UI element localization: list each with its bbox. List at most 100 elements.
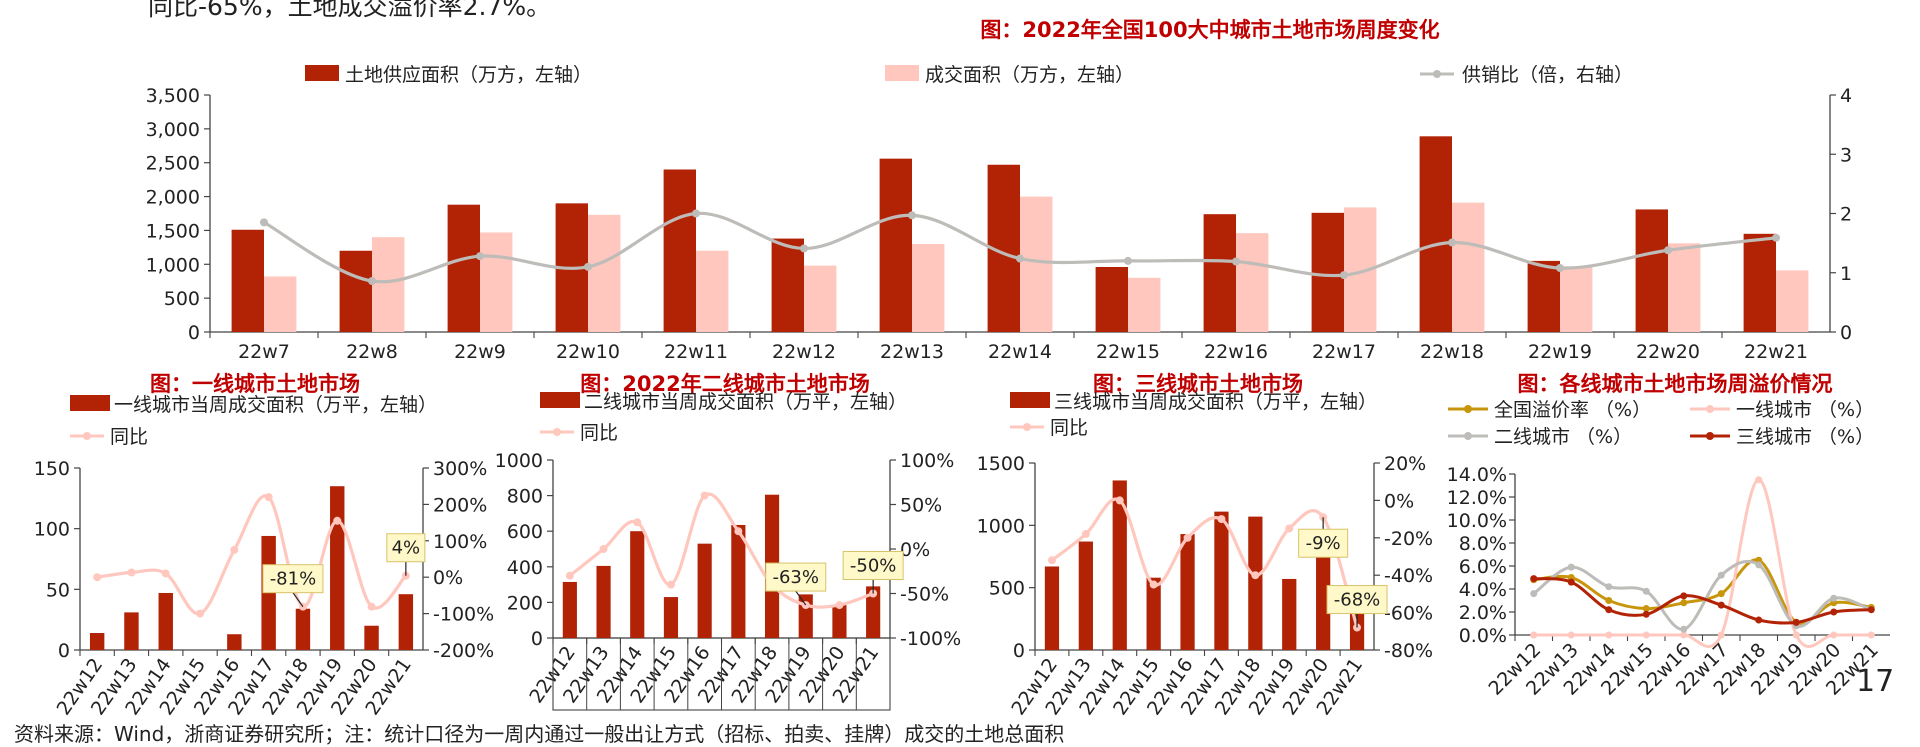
y-right-tick-label: 1 bbox=[1840, 263, 1852, 285]
line-point-22w19 bbox=[1556, 264, 1564, 273]
x-tick-label: 22w13 bbox=[880, 341, 944, 363]
y-left-tick-label: 200 bbox=[507, 592, 543, 614]
y-tick-label: 0.0% bbox=[1459, 625, 1507, 647]
y-right-tick-label: 0% bbox=[1384, 490, 1414, 512]
chart-main: 图：2022年全国100大中城市土地市场周度变化 0 500 1,000 1,500 2,… bbox=[146, 18, 1853, 363]
bar-22w7 bbox=[231, 229, 264, 332]
bar-22w21 bbox=[398, 594, 414, 650]
legend-bar-swatch bbox=[540, 392, 580, 408]
chart-tier1: 图：一线城市土地市场 0 50 100 150 -200% -100% 0% 100% 200% 3… bbox=[34, 372, 494, 719]
line-point-22w20 bbox=[1664, 246, 1672, 255]
line-point-22w15 bbox=[196, 609, 205, 618]
y-tick-label: 12.0% bbox=[1447, 487, 1507, 509]
line-point-22w15 bbox=[666, 580, 675, 589]
callout-leader bbox=[795, 590, 807, 606]
callout-box bbox=[1326, 585, 1388, 615]
line-point-22w18 bbox=[1755, 561, 1763, 569]
line-point-22w11 bbox=[692, 209, 700, 218]
page-number: 17 bbox=[1856, 664, 1895, 699]
chart-tier2: 图：2022年二线城市土地市场 0 200 400 600 800 1000 -100% -50… bbox=[495, 372, 961, 711]
line-point-22w19 bbox=[333, 516, 342, 525]
legend-label: 同比 bbox=[110, 426, 148, 448]
y-right-tick-label: -100% bbox=[900, 628, 961, 650]
bar-22w20 bbox=[832, 605, 847, 638]
chart-premium: 图：各线城市土地市场周溢价情况 0.0%2.0%4.0%6.0%8.0%10.0%… bbox=[1447, 372, 1890, 700]
line-point-22w12 bbox=[1530, 631, 1538, 639]
line-point-22w13 bbox=[1081, 530, 1090, 539]
line-point-22w17 bbox=[1217, 515, 1226, 524]
y-left-tick-label: 3,000 bbox=[146, 119, 200, 141]
y-left-tick-label: 150 bbox=[34, 458, 70, 480]
line-point-22w19 bbox=[1792, 618, 1800, 626]
x-tick-label: 22w19 bbox=[1528, 341, 1592, 363]
line-point-22w12 bbox=[93, 573, 102, 582]
y-left-tick-label: 1000 bbox=[977, 515, 1025, 537]
line-point-22w17 bbox=[1717, 601, 1725, 609]
y-left-tick-label: 0 bbox=[531, 628, 543, 650]
y-right-tick-label: 0 bbox=[1840, 322, 1852, 344]
line-point-22w20 bbox=[367, 602, 376, 611]
y-left-tick-label: 0 bbox=[1013, 640, 1025, 662]
line-point-22w19 bbox=[1285, 524, 1294, 533]
line-point-22w21 bbox=[1867, 606, 1875, 614]
line-point-22w18 bbox=[1251, 571, 1260, 580]
series-line bbox=[263, 211, 1777, 284]
legend-bar-swatch bbox=[305, 65, 339, 81]
y-left-tick-label: 800 bbox=[507, 486, 543, 508]
callout-label: -68% bbox=[1334, 590, 1381, 611]
bar-22w13 bbox=[879, 158, 912, 332]
line-point-22w20 bbox=[1830, 608, 1838, 616]
legend-bar-swatch bbox=[885, 65, 919, 81]
bar-22w13 bbox=[912, 243, 945, 332]
legend-label: 一线城市 （%） bbox=[1736, 399, 1874, 421]
y-right-tick-label: 2 bbox=[1840, 204, 1852, 226]
y-right-tick-label: 300% bbox=[433, 458, 487, 480]
bar-22w12 bbox=[562, 581, 577, 638]
chart-tier3: 图：三线城市土地市场 0 500 1000 1500 -80% -60% -40% -20% 0%… bbox=[977, 372, 1433, 719]
line-point-22w16 bbox=[230, 545, 239, 554]
x-tick-label: 22w10 bbox=[556, 341, 620, 363]
y-right-tick-label: 4 bbox=[1840, 85, 1852, 107]
legend-point-swatch bbox=[1023, 423, 1031, 431]
line-point-22w7 bbox=[260, 218, 268, 227]
bar-22w19 bbox=[1527, 260, 1560, 332]
line-point-22w15 bbox=[1642, 605, 1650, 613]
line-point-22w17 bbox=[264, 493, 273, 502]
legend-bar-swatch bbox=[70, 395, 110, 411]
y-right-tick-label: -50% bbox=[900, 584, 949, 606]
legend-label: 土地供应面积（万方，左轴） bbox=[345, 64, 592, 86]
line-point-22w14 bbox=[633, 518, 642, 527]
callout-label: 4% bbox=[392, 538, 421, 559]
line-point-22w15 bbox=[1149, 580, 1158, 589]
y-left-tick-label: 0 bbox=[188, 322, 200, 344]
y-left-tick-label: 1,500 bbox=[146, 220, 200, 242]
bar-22w15 bbox=[1095, 266, 1128, 332]
bar-22w15 bbox=[663, 597, 679, 638]
y-tick-label: 10.0% bbox=[1447, 510, 1507, 532]
bar-22w16 bbox=[1203, 214, 1236, 332]
x-tick-label: 22w20 bbox=[1636, 341, 1700, 363]
line-point-22w20 bbox=[835, 601, 844, 610]
line-point-22w12 bbox=[1047, 556, 1056, 565]
top-fragment: 同比-65%，土地成交溢价率2.7%。 bbox=[148, 0, 552, 21]
bar-22w12 bbox=[771, 238, 804, 332]
x-tick-label: 22w7 bbox=[238, 341, 290, 363]
chart-title: 图：一线城市土地市场 bbox=[150, 372, 360, 396]
line-point-22w18 bbox=[1755, 616, 1763, 624]
line-point-22w9 bbox=[476, 252, 484, 261]
x-tick-label: 22w18 bbox=[1420, 341, 1484, 363]
line-point-22w14 bbox=[1605, 583, 1613, 591]
line-point-22w21 bbox=[1772, 233, 1780, 242]
y-left-tick-label: 1,000 bbox=[146, 254, 200, 276]
y-right-tick-label: 0% bbox=[900, 539, 930, 561]
bar-22w20 bbox=[1635, 209, 1668, 332]
line-point-22w14 bbox=[1016, 254, 1024, 263]
chart-title: 图：2022年二线城市土地市场 bbox=[580, 372, 869, 396]
x-tick-label: 22w8 bbox=[346, 341, 398, 363]
line-point-22w17 bbox=[734, 527, 743, 536]
legend-label: 同比 bbox=[1050, 417, 1088, 439]
line-point-22w10 bbox=[584, 262, 592, 271]
y-tick-label: 2.0% bbox=[1459, 602, 1507, 624]
line-point-22w17 bbox=[1340, 271, 1348, 280]
